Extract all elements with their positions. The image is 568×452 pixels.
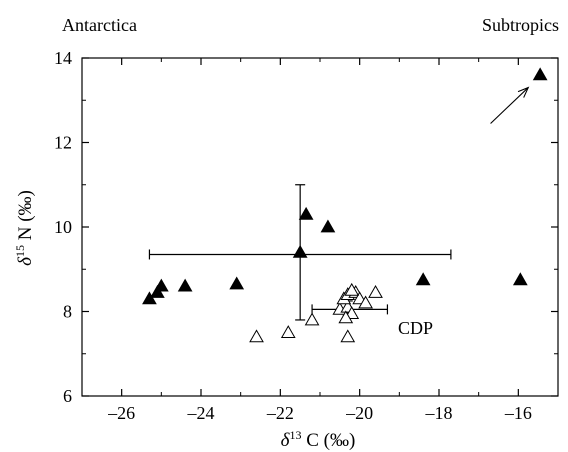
filled-triangle-point: [150, 284, 165, 298]
x-tick-label: –20: [345, 403, 373, 423]
open-triangle-point: [340, 329, 356, 343]
filled-triangle-point: [298, 206, 314, 220]
filled-triangle-point: [229, 276, 245, 290]
open-triangle-point: [280, 325, 296, 338]
x-tick-label: –26: [107, 403, 135, 423]
corner-label-subtropics: Subtropics: [482, 15, 559, 35]
y-tick-label: 14: [54, 48, 72, 68]
y-tick-label: 12: [54, 133, 72, 153]
filled-triangle-point: [292, 244, 308, 258]
x-axis-ticks: –26 –24 –22 –20 –18 –16: [81, 58, 559, 423]
filled-triangle-point: [532, 67, 548, 81]
filled-triangle-point: [177, 278, 193, 292]
filled-triangle-point: [142, 291, 157, 305]
y-axis-label: δ15 N (‰): [13, 190, 36, 266]
filled-triangle-point: [512, 272, 528, 286]
y-tick-label: 8: [63, 302, 72, 322]
arrow-head: [517, 86, 530, 98]
open-triangle-point: [249, 329, 264, 343]
x-tick-label: –16: [504, 403, 532, 423]
y-tick-label: 10: [54, 217, 72, 237]
filled-triangle-point: [320, 219, 336, 233]
annotation-cdp: CDP: [398, 318, 433, 338]
x-tick-label: –18: [425, 403, 453, 423]
plot-frame: [81, 57, 559, 397]
filled-triangle-point: [153, 278, 169, 292]
open-triangle-point: [368, 284, 383, 298]
open-triangle-point: [344, 282, 360, 296]
open-triangle-point: [304, 312, 320, 326]
trend-arrow: [490, 86, 530, 124]
open-triangle-point: [338, 310, 354, 324]
y-axis-ticks: 6 8 10 12 14: [54, 48, 558, 406]
y-tick-label: 6: [63, 386, 72, 406]
x-tick-label: –24: [187, 403, 215, 423]
filled-triangle-point: [415, 272, 431, 286]
data-points: [142, 67, 548, 343]
arrow-shaft: [490, 87, 529, 124]
corner-label-antarctica: Antarctica: [62, 15, 137, 35]
x-axis-label: δ13 C (‰): [281, 428, 356, 451]
x-tick-label: –22: [266, 403, 294, 423]
open-triangle-point: [358, 295, 373, 309]
